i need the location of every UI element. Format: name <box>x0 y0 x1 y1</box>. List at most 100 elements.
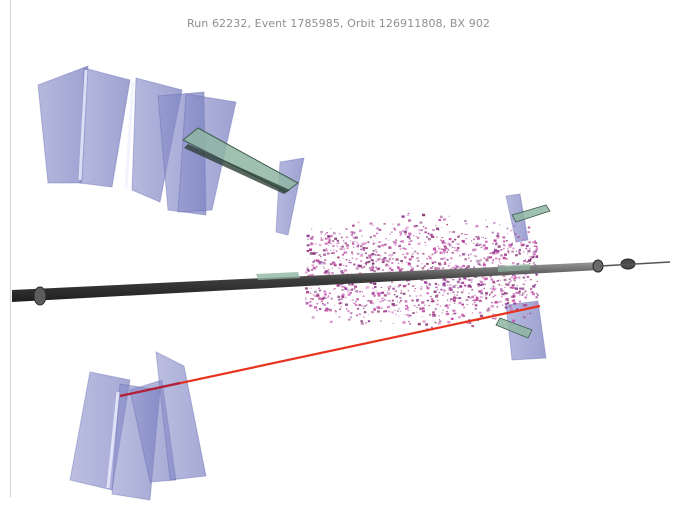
calo-hit <box>430 326 433 328</box>
calo-hit <box>347 310 350 313</box>
calo-hit <box>473 255 475 257</box>
calo-hit <box>454 264 457 267</box>
calo-hit <box>483 237 485 238</box>
calo-hit <box>440 239 442 241</box>
calo-hit <box>373 295 376 297</box>
calo-hit <box>357 248 359 250</box>
calo-hit <box>499 249 503 251</box>
calo-hit <box>436 288 439 291</box>
calo-hit <box>473 294 477 297</box>
calo-hit <box>478 299 482 302</box>
calo-hit <box>441 227 443 228</box>
calo-hit <box>521 294 524 296</box>
calo-hit <box>422 307 425 310</box>
calo-hit <box>454 238 457 241</box>
calo-hit <box>427 232 430 235</box>
calo-hit <box>530 288 533 290</box>
calo-hit <box>473 248 477 251</box>
calo-hit <box>341 286 344 288</box>
calo-hit <box>452 279 454 281</box>
calo-hit <box>372 240 374 242</box>
calo-hit <box>379 241 382 243</box>
calo-hit <box>400 233 402 236</box>
calo-hit <box>359 229 362 232</box>
calo-hit <box>360 248 363 251</box>
calo-hit <box>375 251 378 253</box>
calo-hit <box>507 243 510 246</box>
calo-hit <box>463 306 466 309</box>
calo-hit <box>375 266 377 268</box>
calo-hit <box>492 251 495 254</box>
calo-hit <box>399 269 402 272</box>
calo-hit <box>318 287 320 289</box>
calo-hit <box>407 263 411 266</box>
calo-hit <box>416 300 418 302</box>
calo-hit <box>465 223 468 225</box>
calo-hit <box>483 262 485 264</box>
chamber-edges <box>78 69 135 189</box>
calo-hit <box>535 273 538 276</box>
calo-hit <box>430 235 432 237</box>
calo-hit <box>488 294 491 296</box>
calo-hit <box>535 256 538 258</box>
calo-hit <box>324 242 328 245</box>
calo-hit <box>490 291 493 294</box>
calo-hit <box>452 285 456 288</box>
calo-hit <box>317 293 319 295</box>
calo-hit <box>357 244 360 246</box>
calo-hit <box>521 305 523 307</box>
calo-hit <box>534 284 537 286</box>
calo-hit <box>515 254 518 257</box>
calo-hit <box>375 249 377 251</box>
calo-hit <box>474 304 478 307</box>
calo-hit <box>442 248 446 252</box>
calo-hit <box>354 304 358 306</box>
calo-hit <box>345 228 348 230</box>
calo-hit <box>475 236 478 238</box>
calo-hit <box>473 301 476 304</box>
calo-hit <box>470 253 472 255</box>
calo-hit <box>479 314 484 318</box>
calo-hit <box>481 289 484 291</box>
calo-hit <box>471 295 474 299</box>
calo-hit <box>533 250 537 253</box>
calo-hit <box>497 245 501 248</box>
calo-hit <box>458 301 462 305</box>
calo-hit <box>339 247 343 251</box>
calo-hit <box>443 245 446 247</box>
calo-hit <box>375 254 377 256</box>
calo-hit <box>421 267 425 270</box>
calo-hit <box>444 304 447 307</box>
calo-hit <box>453 294 455 295</box>
calo-hit <box>372 287 375 290</box>
calo-hit <box>493 222 496 224</box>
calo-hit <box>478 236 480 237</box>
calo-hit <box>422 213 426 217</box>
calo-hit <box>529 263 531 264</box>
calo-hit <box>309 237 313 240</box>
calo-hit <box>477 283 480 286</box>
calo-hit <box>507 252 510 254</box>
calo-hit <box>463 284 466 287</box>
calo-hit <box>429 314 431 316</box>
calo-hit <box>532 256 534 258</box>
calo-hit <box>400 292 403 294</box>
calo-hit <box>479 259 482 262</box>
calo-hit <box>500 300 503 303</box>
calo-hit <box>420 229 423 231</box>
calo-hit <box>443 251 446 254</box>
calo-hit <box>457 286 460 289</box>
calo-hit <box>425 323 429 326</box>
calo-hit <box>528 259 532 262</box>
calo-hit <box>411 299 414 302</box>
calo-hit <box>453 267 457 270</box>
calo-hit <box>325 297 327 299</box>
calo-hit <box>460 282 462 285</box>
calo-hit <box>519 287 522 290</box>
calo-hit <box>306 266 309 269</box>
calo-hit <box>483 257 486 259</box>
calo-hit <box>408 258 412 261</box>
calo-hit <box>481 276 485 279</box>
